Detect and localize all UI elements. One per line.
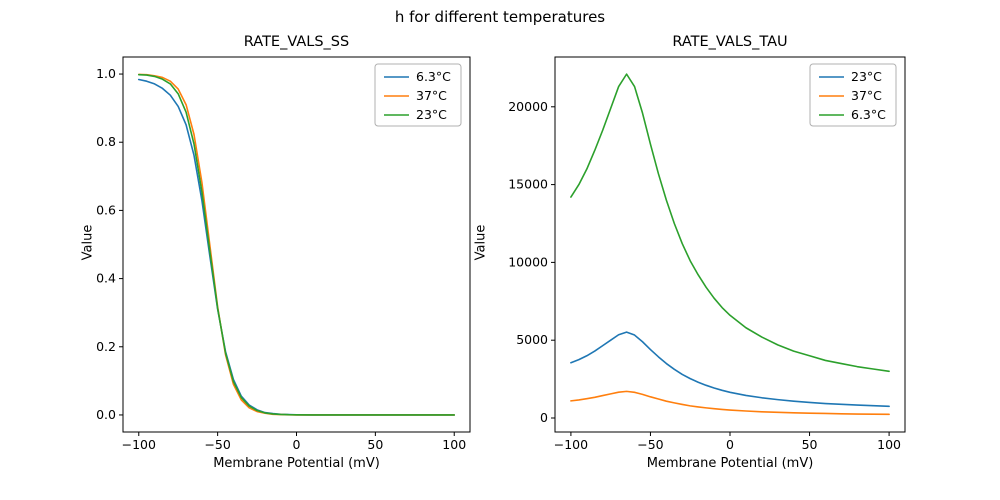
svg-text:0.6: 0.6 [96, 202, 116, 217]
left-chart-xlabel: Membrane Potential (mV) [213, 456, 380, 471]
svg-text:6.3°C: 6.3°C [416, 69, 451, 84]
svg-text:0.8: 0.8 [96, 134, 116, 149]
svg-text:37°C: 37°C [851, 88, 882, 103]
right-chart-xlabel: Membrane Potential (mV) [646, 456, 814, 471]
svg-text:100: 100 [877, 437, 901, 452]
svg-text:6.3°C: 6.3°C [851, 107, 886, 122]
svg-text:0: 0 [293, 437, 301, 452]
svg-text:23°C: 23°C [851, 69, 882, 84]
svg-text:23°C: 23°C [416, 107, 447, 122]
svg-text:0: 0 [540, 410, 548, 425]
svg-text:50: 50 [367, 437, 383, 452]
svg-text:5000: 5000 [516, 332, 548, 347]
right-chart-ylabel: Value [473, 224, 489, 261]
svg-text:15000: 15000 [508, 177, 548, 192]
svg-text:−50: −50 [637, 437, 663, 452]
svg-text:20000: 20000 [508, 99, 548, 114]
svg-text:0.0: 0.0 [96, 407, 116, 422]
svg-text:0.4: 0.4 [96, 271, 116, 286]
left-chart-ylabel: Value [80, 224, 96, 261]
svg-text:−50: −50 [204, 437, 230, 452]
svg-text:1.0: 1.0 [96, 66, 116, 81]
svg-text:37°C: 37°C [416, 88, 447, 103]
right-chart-title: RATE_VALS_TAU [672, 34, 788, 50]
svg-text:0: 0 [726, 437, 734, 452]
legend: 6.3°C 37°C 23°C [374, 63, 462, 127]
svg-text:50: 50 [802, 437, 818, 452]
svg-text:100: 100 [442, 437, 466, 452]
svg-text:0.2: 0.2 [96, 339, 116, 354]
svg-text:10000: 10000 [508, 254, 548, 269]
left-chart-title: RATE_VALS_SS [243, 34, 350, 50]
legend: 23°C 37°C 6.3°C [809, 63, 897, 127]
svg-text:−100: −100 [554, 437, 588, 452]
svg-text:−100: −100 [122, 437, 156, 452]
figure-title: h for different temperatures [394, 8, 606, 26]
